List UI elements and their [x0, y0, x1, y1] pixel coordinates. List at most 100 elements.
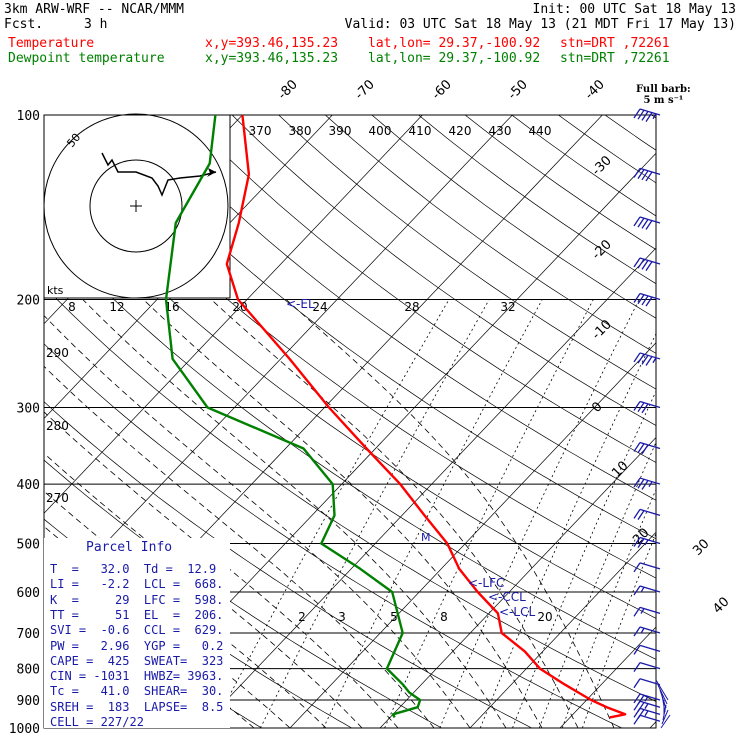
- pressure-tick-label: 200: [17, 294, 40, 309]
- isotherm-label: 20: [630, 526, 652, 548]
- isotherm-label: -80: [275, 77, 301, 103]
- isotherm-line: [44, 115, 513, 609]
- parcel-info-row: TT = 51 EL = 206.: [50, 607, 224, 622]
- isotherm-label: 10: [609, 459, 631, 481]
- isotherm-label: -20: [589, 237, 615, 263]
- parcel-info-row: SREH = 183 LAPSE= 8.5: [50, 699, 224, 714]
- legend-temperature-stn: stn=DRT ,72261: [560, 36, 670, 51]
- mixing-ratio-label: 28: [404, 300, 419, 314]
- dry-adiabat-line: [325, 115, 656, 354]
- header: 3km ARW-WRF -- NCAR/MMM Fcst. 3 h Init: …: [0, 0, 740, 70]
- theta-label: 380: [289, 124, 312, 138]
- wind-barb: [633, 606, 661, 617]
- isotherm-line: [649, 721, 656, 728]
- mixing-ratio-line: [479, 332, 656, 728]
- mixing-ratio-label: 32: [500, 300, 515, 314]
- parcel-info-row: LI = -2.2 LCL = 668.: [50, 577, 224, 592]
- wind-barb: [655, 679, 669, 701]
- pressure-tick-label: 700: [17, 627, 40, 642]
- dry-adiabat-line: [91, 115, 656, 540]
- isotherm-label: -30: [589, 153, 615, 179]
- dry-adiabat-label: 290: [46, 346, 69, 360]
- parcel-marker-label: <-LFC: [468, 576, 504, 590]
- parcel-info-row: Tc = 41.0 SHEAR= 30.: [50, 684, 224, 699]
- wind-barb: [633, 661, 661, 672]
- isotherm-label: -40: [582, 77, 608, 103]
- parcel-mark: M: [421, 531, 431, 544]
- mixing-ratio-line: [323, 299, 543, 728]
- isotherm-line: [559, 626, 656, 728]
- pressure-tick-label: 800: [17, 663, 40, 678]
- dry-adiabat-line: [45, 115, 656, 579]
- parcel-info-row: K = 29 LFC = 598.: [50, 592, 224, 607]
- mixing-ratio-line: [561, 488, 656, 728]
- wind-barb: [633, 257, 661, 271]
- wind-barb: [633, 626, 661, 637]
- wind-barb: [662, 704, 667, 721]
- parcel-markers: <-EL <-LFC<-CCL<-LCL M: [286, 297, 535, 619]
- legend-dewpoint-stn: stn=DRT ,72261: [560, 51, 670, 66]
- wind-barb: [633, 508, 661, 520]
- legend-dewpoint-xy: x,y=393.46,135.23: [205, 51, 339, 66]
- wind-barb: [633, 644, 661, 655]
- dry-adiabat-line: [371, 115, 656, 319]
- theta-label: 390: [329, 124, 352, 138]
- mixing-ratio-label: 20: [232, 300, 247, 314]
- dry-adiabat-line: [278, 115, 656, 390]
- wind-barb: [633, 693, 661, 705]
- mixing-ratio-label: 8: [68, 300, 76, 314]
- wind-barb: [633, 352, 661, 366]
- wind-barb: [633, 678, 661, 689]
- wind-barb: [633, 292, 661, 307]
- wind-barb: [633, 108, 661, 122]
- isotherm-label: -50: [505, 77, 531, 103]
- isotherm-line: [379, 436, 656, 728]
- mixing-ratio-label: 3: [338, 610, 346, 624]
- isotherm-label: -70: [352, 77, 378, 103]
- wind-barb: [657, 684, 668, 705]
- legend-dewpoint-latlon: lat,lon= 29.37,-100.92: [368, 51, 541, 66]
- moist-adiabat-line: [210, 299, 579, 728]
- hodograph-unit-label: kts: [47, 284, 64, 297]
- wind-barbs: [633, 108, 671, 729]
- wind-barb: [633, 400, 661, 414]
- barb-legend-line1: Full barb:: [636, 84, 691, 95]
- mixing-ratio-line: [439, 299, 640, 728]
- dry-adiabat-line: [44, 285, 656, 702]
- isotherm-line: [469, 531, 656, 728]
- dry-adiabat-line: [44, 170, 656, 619]
- wind-barb: [633, 167, 661, 182]
- barb-legend-line2: 5 m s⁻¹: [643, 95, 684, 106]
- isotherm-label: -60: [429, 77, 455, 103]
- isotherm-label: 40: [710, 595, 732, 617]
- pressure-tick-label: 100: [17, 109, 40, 124]
- dry-adiabat-line: [651, 115, 656, 119]
- dry-adiabat-label: 270: [46, 491, 69, 505]
- parcel-marker-label: <-LCL: [499, 605, 535, 619]
- pressure-tick-label: 300: [17, 401, 40, 416]
- wind-barb: [661, 709, 669, 725]
- dry-adiabat-line: [231, 115, 656, 426]
- wind-barb: [633, 477, 661, 490]
- dry-adiabat-line: [44, 343, 622, 728]
- mixing-ratio-lines: [212, 299, 656, 728]
- wind-barb: [633, 216, 661, 230]
- parcel-info-panel: Parcel Info T = 32.0 Td = 12.9 LI = -2.2 …: [44, 538, 230, 729]
- mixing-ratio-line: [582, 532, 656, 728]
- mixing-ratio-label: 20: [537, 610, 552, 624]
- wind-barb: [633, 441, 661, 455]
- hodograph-trace: [101, 152, 217, 197]
- theta-label: 430: [489, 124, 512, 138]
- theta-label: 370: [249, 124, 272, 138]
- isotherm-label: -10: [589, 317, 615, 343]
- hodograph-ring: [89, 159, 183, 253]
- pressure-tick-label: 1000: [9, 722, 40, 737]
- legend-temperature-latlon: lat,lon= 29.37,-100.92: [368, 36, 541, 51]
- wind-barb: [633, 585, 661, 596]
- init-time: Init: 00 UTC Sat 18 May 13: [532, 2, 737, 17]
- mixing-ratio-label: 5: [390, 610, 398, 624]
- barb-legend: Full barb: 5 m s⁻¹: [636, 84, 691, 106]
- valid-time: Valid: 03 UTC Sat 18 May 13 (21 MDT Fri …: [344, 17, 736, 32]
- dry-adiabat-line: [44, 228, 656, 660]
- sounding-series: [164, 115, 627, 719]
